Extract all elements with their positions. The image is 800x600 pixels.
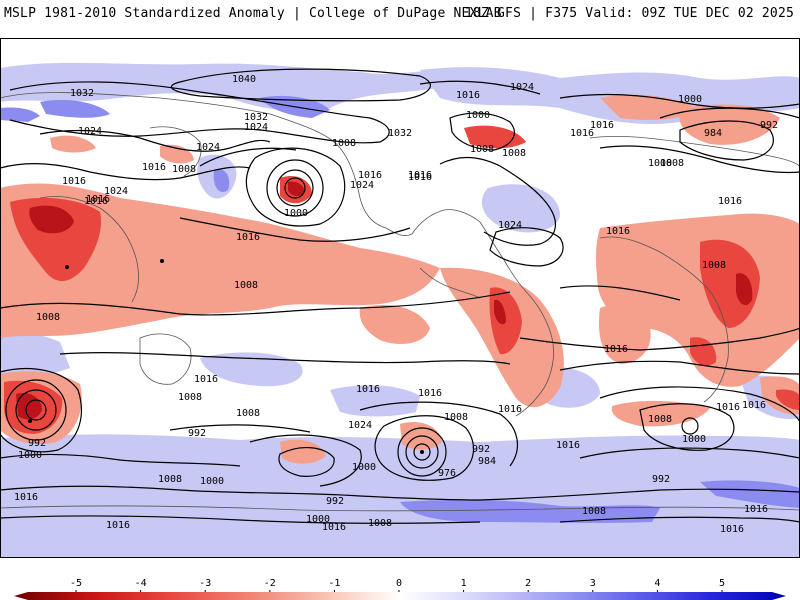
colorbar-tick-label: 4 [654, 578, 660, 589]
colorbar-tick-label: -3 [199, 578, 211, 589]
model-run-info: 18Z GFS | F375 Valid: 09Z TUE DEC 02 202… [464, 6, 794, 21]
isobar-label: 1016 [84, 196, 108, 207]
isobar-label: 1024 [104, 186, 128, 197]
colorbar-tick-label: -2 [264, 578, 276, 589]
isobar-label: 1008 [470, 144, 494, 155]
isobar-label: 1016 [606, 226, 630, 237]
isobar-label: 1016 [358, 170, 382, 181]
colorbar-tick-label: -1 [328, 578, 340, 589]
isobar-label: 992 [28, 438, 46, 449]
isobar-label: 1024 [350, 180, 374, 191]
isobar-label: 992 [472, 444, 490, 455]
isobar-label: 1016 [556, 440, 580, 451]
isobar-label: 1016 [570, 128, 594, 139]
colorbar-tick-label: 1 [461, 578, 467, 589]
negative-anomaly-light [0, 94, 800, 464]
colorbar-tick-label: 2 [525, 578, 531, 589]
isobar-label: 1000 [284, 208, 308, 219]
isobar-label: 1016 [718, 196, 742, 207]
isobar-label: 1024 [196, 142, 220, 153]
isobar-label: 1032 [244, 112, 268, 123]
isobar-label: 1008 [178, 392, 202, 403]
isobar-label: 1016 [408, 170, 432, 181]
isobar-label: 1016 [194, 374, 218, 385]
isobar-label: 1008 [368, 518, 392, 529]
isobar-label: 1016 [604, 344, 628, 355]
colorbar-gradient [14, 592, 786, 600]
isobar-label: 1016 [62, 176, 86, 187]
isobar-label: 1008 [332, 138, 356, 149]
isobar-label: 984 [704, 128, 722, 139]
isobar-label: 1016 [322, 522, 346, 533]
isobar-label: 1024 [348, 420, 372, 431]
isobar-label: 984 [478, 456, 496, 467]
isobar-label: 1008 [648, 414, 672, 425]
isobar-label: 1016 [716, 402, 740, 413]
isobar-label: 1016 [590, 120, 614, 131]
isobar-label: 1000 [352, 462, 376, 473]
isobar-label: 1024 [78, 126, 102, 137]
isobar-label: 1008 [502, 148, 526, 159]
isobar-label: 1000 [18, 450, 42, 461]
isobar-label: 1016 [14, 492, 38, 503]
isobar-label: 1040 [232, 74, 256, 85]
isobar-label: 1008 [234, 280, 258, 291]
pressure-centers [28, 259, 424, 454]
header: MSLP 1981-2010 Standardized Anomaly | Co… [0, 0, 800, 36]
isobar-label: 1008 [702, 260, 726, 271]
isobar-label: 1016 [142, 162, 166, 173]
isobar-label: 976 [438, 468, 456, 479]
colorbar-tick-label: 5 [719, 578, 725, 589]
isobar-label: 1032 [70, 88, 94, 99]
isobar-label: 1016 [418, 388, 442, 399]
isobar-label: 1016 [106, 520, 130, 531]
colorbar-tick-label: 0 [396, 578, 402, 589]
isobar-label: 1000 [200, 476, 224, 487]
isobar-label: 1024 [510, 82, 534, 93]
isobar-label: 1008 [236, 408, 260, 419]
colorbar-tick-label: -4 [135, 578, 147, 589]
isobar-label: 1016 [498, 404, 522, 415]
isobar-label: 1032 [388, 128, 412, 139]
isobar-label: 1016 [236, 232, 260, 243]
isobar-contours [0, 68, 800, 524]
isobar-label: 1008 [444, 412, 468, 423]
isobar-label: 1024 [498, 220, 522, 231]
isobar-label: 1008 [660, 158, 684, 169]
isobar-label: 992 [188, 428, 206, 439]
anomaly-map: 1040 1032 1024 1032 1024 1008 1032 1016 … [0, 38, 800, 558]
isobar-label: 1016 [356, 384, 380, 395]
isobar-label: 1008 [648, 158, 672, 169]
isobar-label: 1016 [720, 524, 744, 535]
map-title: MSLP 1981-2010 Standardized Anomaly | Co… [4, 6, 502, 21]
isobar-label: 1016 [456, 90, 480, 101]
positive-anomaly-areas [0, 62, 800, 558]
isobar-label: 1016 [86, 194, 110, 205]
positive-anomaly-strong [0, 95, 800, 523]
isobar-label: 1000 [682, 434, 706, 445]
isobar-label: 1008 [36, 312, 60, 323]
isobar-label: 1016 [408, 172, 432, 183]
coastlines [0, 92, 800, 512]
isobar-labels: 1040 1032 1024 1032 1024 1008 1032 1016 … [14, 74, 778, 535]
isobar-label: 992 [326, 496, 344, 507]
isobar-label: 992 [760, 120, 778, 131]
isobar-label: 1016 [744, 504, 768, 515]
isobar-label: 1008 [158, 474, 182, 485]
isobar-label: 992 [652, 474, 670, 485]
colorbar-legend: -5 -4 -3 -2 -1 0 1 2 3 4 5 [0, 560, 800, 600]
isobar-label: 1000 [306, 514, 330, 525]
isobar-label: 1000 [678, 94, 702, 105]
isobar-label: 1000 [466, 110, 490, 121]
isobar-label: 1008 [582, 506, 606, 517]
isobar-label: 1024 [244, 122, 268, 133]
colorbar-tick-label: -5 [70, 578, 82, 589]
isobar-label: 1008 [172, 164, 196, 175]
colorbar-tick-label: 3 [590, 578, 596, 589]
isobar-label: 1016 [742, 400, 766, 411]
